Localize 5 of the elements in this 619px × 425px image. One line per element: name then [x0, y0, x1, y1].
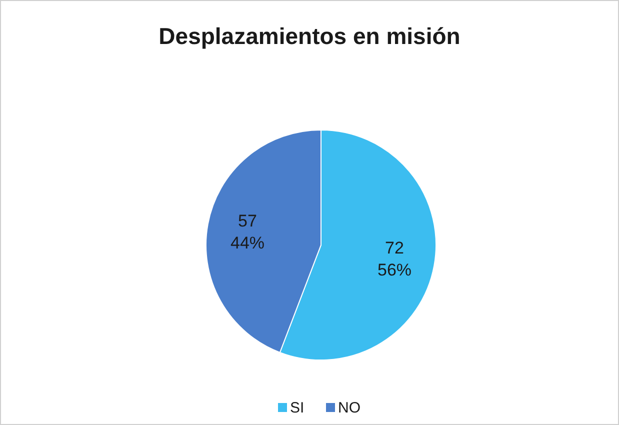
data-label: 57 44%: [230, 210, 265, 252]
legend-label: NO: [338, 400, 360, 416]
legend-label: SI: [290, 400, 304, 416]
chart-title: Desplazamientos en misión: [158, 23, 460, 49]
data-label: 72 56%: [377, 238, 412, 280]
